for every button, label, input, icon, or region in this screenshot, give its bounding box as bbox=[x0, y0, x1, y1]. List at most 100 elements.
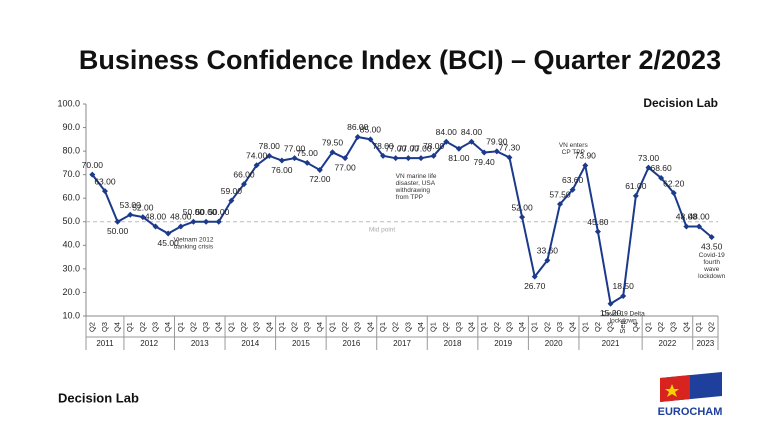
data-label: 77.00 bbox=[398, 143, 420, 153]
x-tick-label: Q2 bbox=[138, 322, 147, 332]
data-point bbox=[632, 192, 639, 199]
data-point bbox=[569, 186, 576, 193]
data-point bbox=[506, 154, 513, 161]
reference-label: Mid point bbox=[369, 226, 396, 233]
data-point bbox=[696, 223, 703, 230]
y-tick-label: 70.0 bbox=[62, 169, 80, 179]
y-tick-label: 60.0 bbox=[62, 193, 80, 203]
data-point bbox=[152, 223, 159, 230]
annotation: lockdown bbox=[698, 273, 725, 280]
x-tick-label: Q4 bbox=[467, 322, 476, 332]
data-point bbox=[405, 155, 412, 162]
annotation: from TPP bbox=[396, 194, 423, 201]
year-label: 2020 bbox=[545, 339, 563, 348]
data-point bbox=[291, 155, 298, 162]
data-label: 48.00 bbox=[676, 212, 698, 222]
data-point bbox=[177, 223, 184, 230]
data-point bbox=[493, 148, 500, 155]
y-tick-label: 30.0 bbox=[62, 263, 80, 273]
data-point bbox=[228, 197, 235, 204]
data-label: 63.60 bbox=[562, 175, 584, 185]
x-tick-label: Q2 bbox=[239, 322, 248, 332]
data-point bbox=[607, 300, 614, 307]
data-label: 52.00 bbox=[132, 202, 154, 212]
x-tick-label: Q2 bbox=[340, 322, 349, 332]
data-point bbox=[708, 234, 715, 241]
year-label: 2013 bbox=[191, 339, 209, 348]
data-point bbox=[417, 155, 424, 162]
data-point bbox=[203, 218, 210, 225]
data-point bbox=[519, 214, 526, 221]
x-tick-label: Q4 bbox=[631, 322, 640, 332]
data-label: 77.00 bbox=[385, 143, 407, 153]
x-tick-label: Q4 bbox=[315, 322, 324, 332]
data-point bbox=[316, 166, 323, 173]
data-label: 48.00 bbox=[688, 212, 710, 222]
x-tick-label: Q3 bbox=[201, 322, 210, 332]
data-label: 74.00 bbox=[246, 150, 268, 160]
data-label: 33.60 bbox=[537, 246, 559, 256]
data-point bbox=[557, 201, 563, 208]
x-tick-label: Q4 bbox=[264, 322, 273, 332]
data-label: 59.00 bbox=[221, 186, 243, 196]
partner-name: EUROCHAM bbox=[658, 406, 723, 418]
data-point bbox=[455, 145, 462, 152]
data-label: 77.00 bbox=[410, 143, 432, 153]
x-tick-label: Q4 bbox=[568, 322, 577, 332]
chart-title: Business Confidence Index (BCI) – Quarte… bbox=[79, 45, 721, 75]
data-point bbox=[367, 136, 374, 143]
data-point bbox=[443, 138, 450, 145]
data-point bbox=[101, 188, 108, 195]
brand: Decision Lab bbox=[643, 96, 718, 110]
data-label: 70.00 bbox=[82, 160, 104, 170]
data-label: 84.00 bbox=[436, 127, 458, 137]
year-label: 2019 bbox=[494, 339, 512, 348]
data-label: 79.50 bbox=[322, 138, 344, 148]
data-point bbox=[215, 218, 222, 225]
annotation: Covid-19 Delta bbox=[602, 311, 645, 318]
data-point bbox=[114, 218, 121, 225]
annotation: fourth bbox=[703, 259, 720, 266]
y-tick-label: 80.0 bbox=[62, 145, 80, 155]
y-tick-label: 10.0 bbox=[62, 310, 80, 320]
x-tick-label: Q3 bbox=[100, 322, 109, 332]
data-label: 61.00 bbox=[625, 181, 647, 191]
data-point bbox=[544, 257, 551, 264]
x-tick-label: Q3 bbox=[454, 322, 463, 332]
y-tick-label: 90.0 bbox=[62, 122, 80, 132]
partner-logo bbox=[660, 372, 722, 402]
x-tick-label: Q1 bbox=[125, 322, 134, 332]
data-label: 77.30 bbox=[499, 143, 521, 153]
data-label: 68.60 bbox=[650, 163, 672, 173]
year-label: 2018 bbox=[444, 339, 462, 348]
data-point bbox=[380, 152, 387, 159]
year-label: 2017 bbox=[393, 339, 411, 348]
x-tick-label: Q3 bbox=[669, 322, 678, 332]
x-tick-label: Q1 bbox=[226, 322, 235, 332]
x-tick-label: Q4 bbox=[163, 322, 172, 332]
data-point bbox=[165, 230, 172, 237]
data-label: 57.50 bbox=[549, 189, 571, 199]
year-label: 2015 bbox=[292, 339, 310, 348]
data-label: 45.00 bbox=[158, 238, 180, 248]
x-tick-label: Q3 bbox=[555, 322, 564, 332]
x-tick-label: Q2 bbox=[656, 322, 665, 332]
annotation: VN marine life bbox=[396, 173, 437, 180]
x-tick-label: Q2 bbox=[542, 322, 551, 332]
data-point bbox=[594, 228, 601, 235]
x-tick-label: Q2 bbox=[391, 322, 400, 332]
annotation: wave bbox=[703, 266, 720, 273]
data-label: 43.50 bbox=[701, 241, 723, 251]
data-label: 18.50 bbox=[613, 281, 635, 291]
x-tick-label: Q4 bbox=[365, 322, 374, 332]
x-tick-label: Q2 bbox=[593, 322, 602, 332]
data-point bbox=[481, 149, 488, 156]
data-label: 66.00 bbox=[233, 169, 255, 179]
data-label: 78.00 bbox=[372, 141, 394, 151]
x-tick-label: Q2 bbox=[707, 322, 716, 332]
data-label: 78.00 bbox=[259, 141, 281, 151]
annotation: lockdown bbox=[610, 318, 637, 325]
data-label: 79.40 bbox=[474, 157, 496, 167]
data-point bbox=[139, 214, 146, 221]
